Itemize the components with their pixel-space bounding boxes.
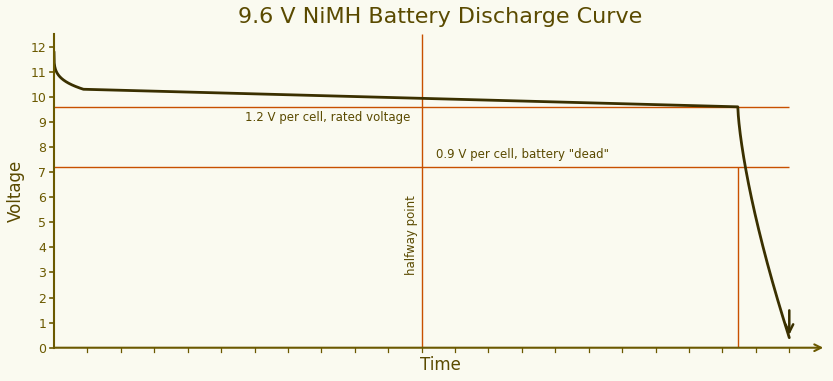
Text: 1.2 V per cell, rated voltage: 1.2 V per cell, rated voltage [245, 111, 411, 124]
X-axis label: Time: Time [420, 356, 461, 374]
Text: halfway point: halfway point [405, 195, 418, 275]
Y-axis label: Voltage: Voltage [7, 160, 25, 222]
Text: 0.9 V per cell, battery "dead": 0.9 V per cell, battery "dead" [436, 148, 610, 161]
Title: 9.6 V NiMH Battery Discharge Curve: 9.6 V NiMH Battery Discharge Curve [238, 7, 642, 27]
